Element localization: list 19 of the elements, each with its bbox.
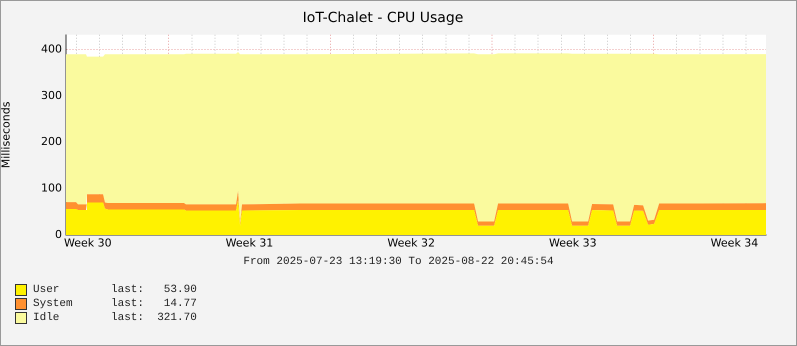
y-tick-label: 300 — [41, 88, 62, 102]
y-tick-label: 400 — [41, 42, 62, 56]
text: From 2025-07-23 13:19:30 To 2025-08-22 20:45:54 — [242, 256, 555, 268]
text: last: 14.77 — [111, 298, 197, 310]
x-tick-label: Week 34 — [710, 236, 758, 250]
legend-label: User — [33, 284, 60, 296]
chart-title: IoT-Chalet - CPU Usage — [302, 10, 464, 26]
y-axis-title: Milliseconds — [0, 101, 12, 168]
y-tick-label: 0 — [55, 228, 62, 241]
y-tick-label: 100 — [41, 182, 62, 195]
x-tick-label: Week 32 — [387, 236, 435, 250]
x-tick-label: Week 31 — [226, 236, 274, 250]
text: last: 53.90 — [111, 284, 197, 296]
legend-label: System — [33, 298, 74, 310]
text: last: 321.70 — [111, 312, 197, 324]
legend-label: Idle — [33, 312, 60, 324]
x-tick-label: Week 30 — [64, 236, 112, 250]
y-tick-label: 200 — [41, 135, 62, 148]
x-tick-label: Week 33 — [549, 236, 597, 250]
